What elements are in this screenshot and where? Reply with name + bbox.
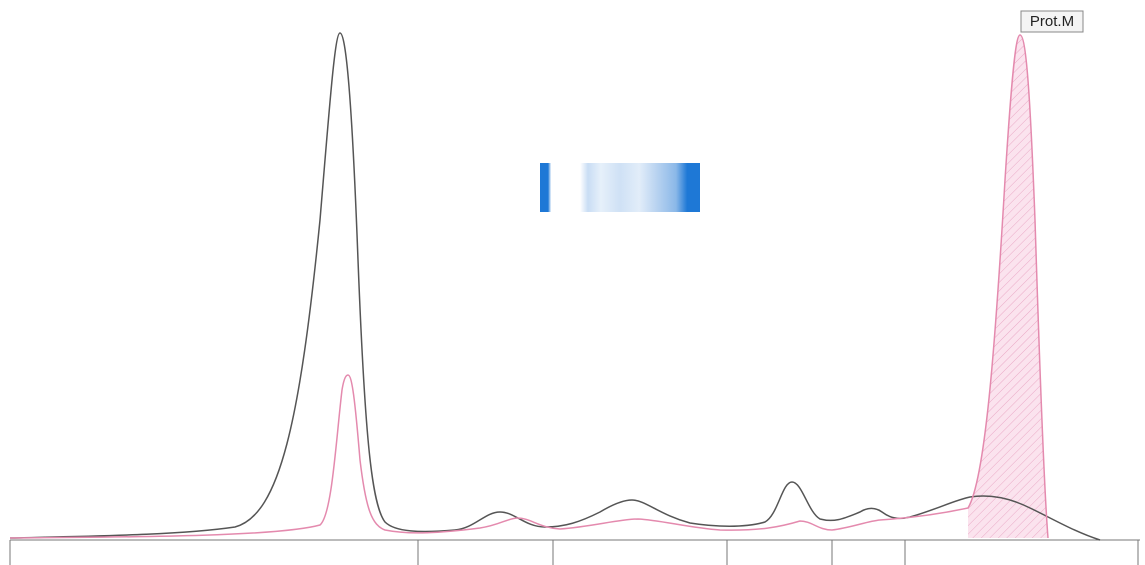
densitogram: Prot.M xyxy=(0,0,1145,565)
fraction-ticks xyxy=(10,540,1138,565)
total-curve xyxy=(10,33,1100,540)
gel-strip xyxy=(540,163,700,212)
page: Prot.M (() => { const data = JSON.parse(… xyxy=(0,0,1145,565)
annotation: Prot.M xyxy=(1030,13,1074,30)
fraction-curve xyxy=(10,35,1048,538)
